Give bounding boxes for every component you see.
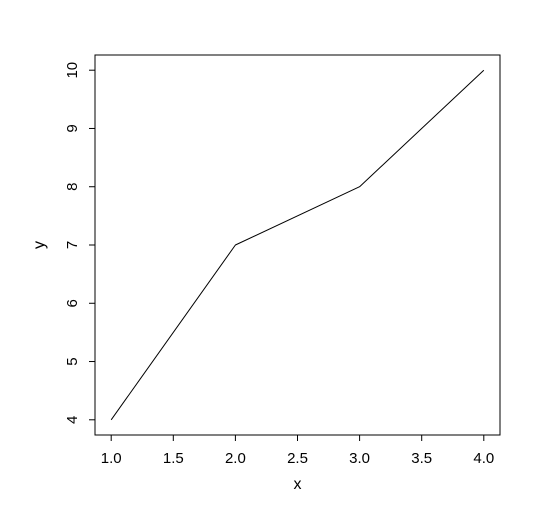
x-tick-label: 2.0 [225,450,246,467]
x-tick-label: 1.5 [163,450,184,467]
x-tick-label: 2.5 [287,450,308,467]
x-tick-label: 3.0 [349,450,370,467]
y-tick-label: 9 [64,124,81,132]
x-tick-label: 4.0 [473,450,494,467]
y-tick-label: 6 [64,299,81,307]
x-tick-label: 1.0 [101,450,122,467]
y-tick-label: 4 [64,416,81,424]
y-tick-label: 8 [64,183,81,191]
x-axis-label: x [294,476,302,493]
chart-svg: 1.0 1.5 2.0 2.5 3.0 3.5 4.0 4 5 6 7 8 9 10 x y [0,0,538,530]
y-tick-label: 10 [64,62,81,79]
y-tick-label: 7 [64,241,81,249]
y-tick-label: 5 [64,357,81,365]
line-chart: 1.0 1.5 2.0 2.5 3.0 3.5 4.0 4 5 6 7 8 9 10 x y [0,0,538,530]
y-axis-label: y [31,241,48,249]
x-tick-label: 3.5 [411,450,432,467]
